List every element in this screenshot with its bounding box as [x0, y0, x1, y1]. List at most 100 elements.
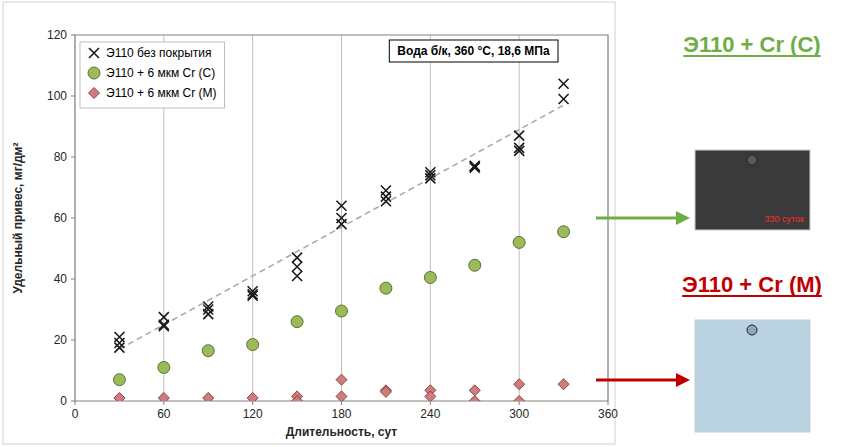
photo-text: 330 суток [765, 214, 805, 224]
y-axis-title: Удельный привес, мг/дм² [11, 143, 25, 294]
data-point [336, 374, 347, 385]
data-point [425, 391, 436, 401]
data-point [470, 161, 480, 171]
data-point [337, 219, 347, 229]
tick-mark [71, 279, 75, 280]
data-point [159, 320, 169, 330]
page: 060120180240300360020406080100120Длитель… [0, 0, 859, 447]
tick-mark [75, 401, 76, 405]
data-point [292, 271, 302, 281]
legend-label: Э110 + 6 мкм Cr (М) [106, 86, 217, 100]
tick-mark [71, 157, 75, 158]
tick-label: 120 [47, 28, 67, 42]
data-point [248, 289, 258, 299]
arrow-head [676, 373, 690, 387]
arrow-head [676, 211, 690, 225]
annotation-box [389, 40, 558, 62]
sample-hole [747, 155, 757, 165]
legend-label: Э110 без покрытия [106, 46, 212, 60]
data-point [424, 271, 436, 283]
grid-line [519, 35, 520, 401]
annotation: Вода б/к, 360 °C, 18,6 МПа [397, 44, 550, 58]
chart-frame [3, 2, 615, 444]
data-point [158, 361, 170, 373]
data-point [514, 379, 525, 390]
tick-label: 20 [54, 333, 68, 347]
tick-mark [71, 401, 75, 402]
tick-label: 80 [54, 150, 68, 164]
grid-line [430, 35, 431, 401]
panel-label: Э110 + Cr (М) [682, 272, 822, 297]
tick-label: 360 [598, 407, 618, 421]
sample-photo [695, 320, 810, 432]
data-point [469, 259, 481, 271]
x-axis-title: Длительность, сут [286, 425, 398, 439]
marks [113, 79, 569, 401]
data-point [202, 345, 214, 357]
side-panel: Э110 + Cr (М) [596, 272, 822, 432]
tick-label: 180 [331, 407, 351, 421]
data-point [337, 201, 347, 211]
data-point [336, 391, 347, 401]
side-panel: Э110 + Cr (С) 330 суток [596, 32, 821, 230]
data-point [159, 321, 169, 331]
data-point [559, 79, 569, 89]
data-point [114, 392, 125, 401]
data-point [558, 379, 569, 390]
annotation-group: Вода б/к, 360 °C, 18,6 МПа [389, 40, 558, 62]
arrow-shaft [596, 217, 676, 220]
tick-label: 240 [420, 407, 440, 421]
data-point [292, 396, 303, 402]
data-point [559, 94, 569, 104]
data-point [380, 282, 392, 294]
legend-marker [89, 48, 99, 58]
data-point [203, 309, 213, 319]
tick-label: 60 [157, 407, 171, 421]
panel-label: Э110 + Cr (С) [683, 32, 820, 57]
underline [683, 55, 820, 57]
legend-marker [88, 67, 100, 79]
data-point [336, 305, 348, 317]
tick-mark [341, 401, 342, 405]
tick-label: 300 [509, 407, 529, 421]
data-point [558, 226, 570, 238]
data-point [381, 196, 391, 206]
data-point [469, 385, 480, 396]
data-point [113, 374, 125, 386]
plot-border [75, 35, 608, 401]
sample-hole [747, 325, 757, 335]
data-point [292, 253, 302, 263]
tick-mark [71, 340, 75, 341]
tick-mark [163, 401, 164, 405]
sample-photo [695, 150, 810, 230]
tick-mark [71, 96, 75, 97]
data-point [380, 386, 391, 397]
data-point [292, 262, 302, 272]
data-point [514, 131, 524, 141]
tick-label: 100 [47, 89, 67, 103]
data-point [158, 392, 169, 401]
data-point [514, 146, 524, 156]
data-point [469, 396, 480, 402]
data-point [513, 236, 525, 248]
underline [682, 295, 822, 297]
arrow-shaft [596, 379, 676, 382]
tick-mark [430, 401, 431, 405]
data-point [247, 392, 258, 401]
data-point [203, 392, 214, 401]
legend-label: Э110 + 6 мкм Cr (С) [106, 66, 215, 80]
data-point [470, 163, 480, 173]
tick-mark [252, 401, 253, 405]
legend-box [80, 42, 225, 108]
data-point [470, 161, 480, 171]
tick-mark [71, 35, 75, 36]
data-point [425, 173, 435, 183]
tick-label: 0 [60, 394, 67, 408]
data-point [514, 396, 525, 402]
tick-label: 120 [243, 407, 263, 421]
legend: Э110 без покрытия Э110 + 6 мкм Cr (С) Э110… [80, 42, 225, 108]
tick-mark [519, 401, 520, 405]
legend-marker [89, 88, 100, 99]
tick-label: 0 [72, 407, 79, 421]
tick-label: 40 [54, 272, 68, 286]
